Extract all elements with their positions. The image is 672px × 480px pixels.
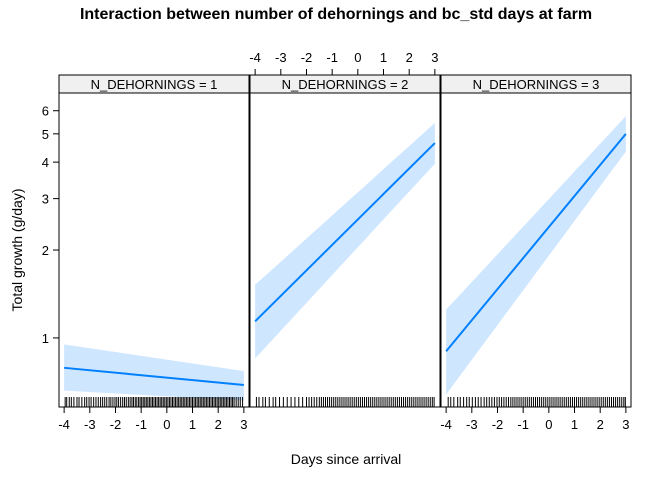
x-tick-label: 1 <box>571 417 578 432</box>
strip-label-panel-2: N_DEHORNINGS = 2 <box>282 77 409 92</box>
x-tick-label: -2 <box>492 417 504 432</box>
confidence-band-panel-1 <box>64 344 244 401</box>
chart-title: Interaction between number of dehornings… <box>79 6 593 23</box>
x-tick-label-top: 0 <box>354 50 361 65</box>
x-tick-label: 1 <box>189 417 196 432</box>
y-tick-label: 3 <box>42 192 49 207</box>
panel-frames-layer: N_DEHORNINGS = 1 N_DEHORNINGS = 2 N_DEHORN… <box>58 74 632 408</box>
x-tick-label-top: 1 <box>380 50 387 65</box>
y-axis-label: Total growth (g/day) <box>9 189 25 312</box>
fit-line-panel-2 <box>254 142 436 323</box>
x-tick-label-top: -2 <box>301 50 313 65</box>
x-tick-label: 3 <box>622 417 629 432</box>
fit-line-panel-1 <box>64 366 244 386</box>
y-tick-label: 6 <box>42 104 49 119</box>
y-tick-label: 2 <box>42 243 49 258</box>
x-tick-label: -1 <box>135 417 147 432</box>
confidence-band-panel-2 <box>255 122 435 359</box>
x-tick-label: -3 <box>466 417 478 432</box>
x-tick-label: -1 <box>517 417 529 432</box>
y-tick-label: 5 <box>42 127 49 142</box>
x-tick-label: -4 <box>440 417 452 432</box>
panel-frame-2 <box>249 92 441 408</box>
x-tick-label-top: -3 <box>275 50 287 65</box>
y-tick-label: 4 <box>42 155 49 170</box>
confidence-band-panel-3 <box>446 116 626 395</box>
x-tick-label: -4 <box>58 417 70 432</box>
x-tick-label-top: 3 <box>431 50 438 65</box>
panel-frame-3 <box>440 92 632 408</box>
x-tick-label: 3 <box>240 417 247 432</box>
x-axis-label: Days since arrival <box>291 451 401 467</box>
axes-layer: -4 -4 -4 -3 -3 -3 -2 -2 -2 -1 -1 -1 0 0 0 1 1 1 2 2 2 3 3 3 1 2 3 4… <box>42 50 630 432</box>
x-tick-label-top: -4 <box>249 50 261 65</box>
x-tick-label: -3 <box>84 417 96 432</box>
rug-layer <box>64 397 626 407</box>
x-tick-label: 2 <box>597 417 604 432</box>
fit-line-panel-3 <box>445 133 627 352</box>
x-tick-label-top: 2 <box>406 50 413 65</box>
x-tick-label: -2 <box>110 417 122 432</box>
fit-lines-layer <box>64 133 627 386</box>
x-tick-label-top: -1 <box>326 50 338 65</box>
confidence-bands-layer <box>64 116 626 401</box>
x-tick-label: 0 <box>163 417 170 432</box>
y-tick-label: 1 <box>42 331 49 346</box>
strip-label-panel-1: N_DEHORNINGS = 1 <box>91 77 218 92</box>
strip-label-panel-3: N_DEHORNINGS = 3 <box>473 77 600 92</box>
x-tick-label: 2 <box>215 417 222 432</box>
x-tick-label: 0 <box>545 417 552 432</box>
